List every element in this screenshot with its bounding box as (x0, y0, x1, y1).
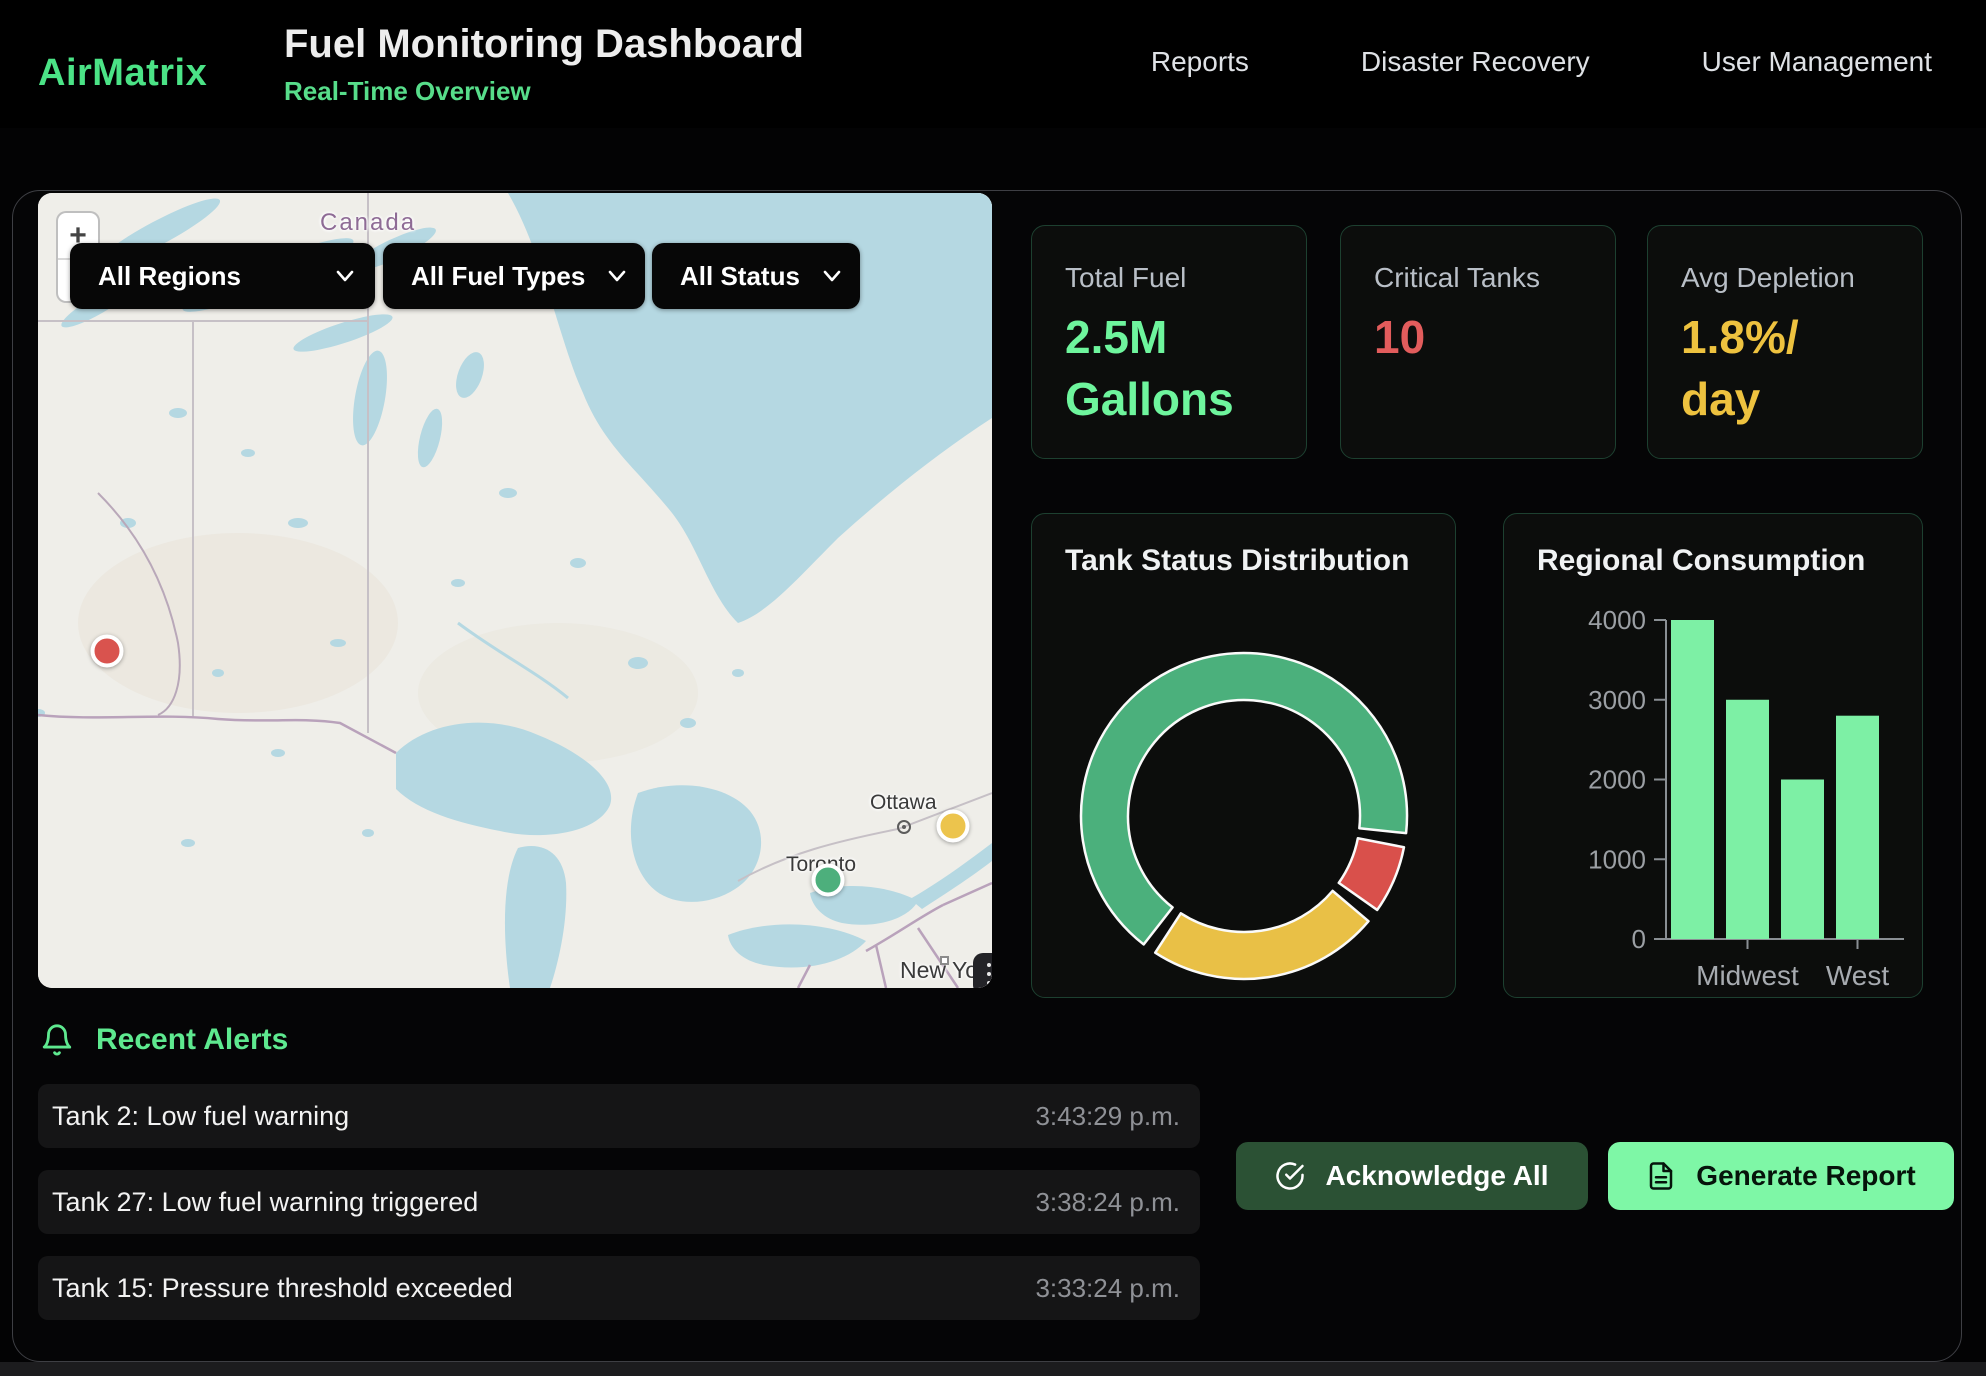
map-marker-critical[interactable] (91, 635, 124, 668)
alert-message: Tank 15: Pressure threshold exceeded (52, 1273, 1035, 1304)
drag-handle-icon (982, 960, 992, 988)
bell-icon (40, 1022, 74, 1058)
window-bottom-edge (0, 1362, 1986, 1376)
map-label-ottawa: Ottawa (870, 791, 937, 815)
chevron-down-icon (607, 269, 627, 283)
alert-timestamp: 3:33:24 p.m. (1035, 1273, 1180, 1304)
capital-city-icon (896, 819, 912, 835)
alert-timestamp: 3:43:29 p.m. (1035, 1101, 1180, 1132)
status-filter-select[interactable]: All Status (652, 243, 860, 309)
x-tick-label: Midwest (1696, 960, 1799, 991)
app-header: AirMatrix Fuel Monitoring Dashboard Real… (0, 0, 1986, 128)
acknowledge-all-button[interactable]: Acknowledge All (1236, 1142, 1588, 1210)
y-tick-label: 2000 (1588, 765, 1646, 795)
city-dot-icon (940, 956, 949, 965)
nav-item-user-management[interactable]: User Management (1702, 46, 1932, 78)
recent-alerts-header: Recent Alerts (40, 1022, 288, 1058)
alert-message: Tank 2: Low fuel warning (52, 1101, 1035, 1132)
bar-West (1836, 716, 1879, 939)
y-tick-label: 1000 (1588, 844, 1646, 874)
chevron-down-icon (822, 269, 842, 283)
stat-label: Total Fuel (1065, 262, 1273, 294)
map-resize-handle[interactable] (973, 953, 992, 988)
donut-segment-warning (1155, 891, 1368, 979)
alert-timestamp: 3:38:24 p.m. (1035, 1187, 1180, 1218)
tank-status-chart-card: Tank Status Distribution (1031, 513, 1456, 998)
x-tick-label: West (1826, 960, 1889, 991)
stat-value: 2.5M Gallons (1065, 306, 1273, 430)
acknowledge-all-label: Acknowledge All (1325, 1160, 1548, 1192)
donut-segment-critical (1339, 838, 1404, 910)
stat-card-total-fuel: Total Fuel 2.5M Gallons (1031, 225, 1307, 459)
alert-row: Tank 15: Pressure threshold exceeded 3:3… (38, 1256, 1200, 1320)
map-marker-normal[interactable] (812, 864, 845, 897)
file-text-icon (1646, 1161, 1676, 1191)
bar-region-3 (1781, 780, 1824, 940)
alert-message: Tank 27: Low fuel warning triggered (52, 1187, 1035, 1218)
status-filter-value: All Status (680, 261, 800, 292)
map-label-country: Canada (320, 209, 416, 237)
dashboard-root: AirMatrix Fuel Monitoring Dashboard Real… (0, 0, 1986, 1376)
brand-logo: AirMatrix (38, 52, 207, 95)
fuel-type-filter-select[interactable]: All Fuel Types (383, 243, 645, 309)
recent-alerts-title: Recent Alerts (96, 1023, 288, 1057)
fuel-map[interactable]: Canada Ottawa Toronto New York + − All R… (38, 193, 992, 988)
stat-card-avg-depletion: Avg Depletion 1.8%/ day (1647, 225, 1923, 459)
region-filter-value: All Regions (98, 261, 313, 292)
main-nav: Reports Disaster Recovery User Managemen… (1151, 46, 1932, 78)
map-marker-warning[interactable] (937, 810, 970, 843)
stat-value: 1.8%/ day (1681, 306, 1889, 430)
alert-row: Tank 27: Low fuel warning triggered 3:38… (38, 1170, 1200, 1234)
alert-row: Tank 2: Low fuel warning 3:43:29 p.m. (38, 1084, 1200, 1148)
fuel-type-filter-value: All Fuel Types (411, 261, 585, 292)
bar-chart: 0 1000 2000 3000 4000 Midwest West (1504, 594, 1923, 998)
page-subtitle: Real-Time Overview (284, 76, 531, 107)
region-filter-select[interactable]: All Regions (70, 243, 375, 309)
bar-region-1 (1671, 620, 1714, 939)
stat-label: Critical Tanks (1374, 262, 1582, 294)
nav-item-reports[interactable]: Reports (1151, 46, 1249, 78)
generate-report-button[interactable]: Generate Report (1608, 1142, 1954, 1210)
y-tick-label: 4000 (1588, 605, 1646, 635)
chevron-down-icon (335, 269, 355, 283)
y-tick-label: 0 (1632, 924, 1646, 954)
stat-label: Avg Depletion (1681, 262, 1889, 294)
check-circle-icon (1275, 1161, 1305, 1191)
nav-item-disaster-recovery[interactable]: Disaster Recovery (1361, 46, 1590, 78)
bar-Midwest (1726, 700, 1769, 939)
y-tick-label: 3000 (1588, 685, 1646, 715)
donut-chart (1032, 514, 1456, 998)
chart-title: Regional Consumption (1537, 544, 1865, 578)
map-filter-bar: All Regions All Fuel Types All Status (38, 243, 992, 309)
stat-card-critical-tanks: Critical Tanks 10 (1340, 225, 1616, 459)
regional-consumption-chart-card: Regional Consumption 0 1000 2000 3000 4000 Mi… (1503, 513, 1923, 998)
stat-value: 10 (1374, 306, 1582, 368)
page-title: Fuel Monitoring Dashboard (284, 22, 804, 67)
generate-report-label: Generate Report (1696, 1160, 1915, 1192)
donut-segment-normal (1081, 653, 1407, 944)
